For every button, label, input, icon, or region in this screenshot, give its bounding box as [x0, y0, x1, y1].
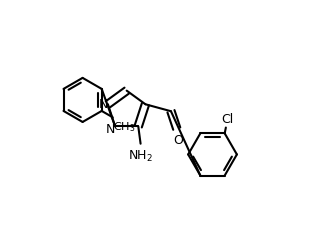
- Text: O: O: [173, 133, 183, 146]
- Text: N: N: [99, 97, 108, 110]
- Text: Cl: Cl: [221, 113, 233, 126]
- Text: NH$_2$: NH$_2$: [128, 149, 153, 164]
- Text: CH$_3$: CH$_3$: [113, 120, 136, 134]
- Text: N: N: [106, 122, 116, 135]
